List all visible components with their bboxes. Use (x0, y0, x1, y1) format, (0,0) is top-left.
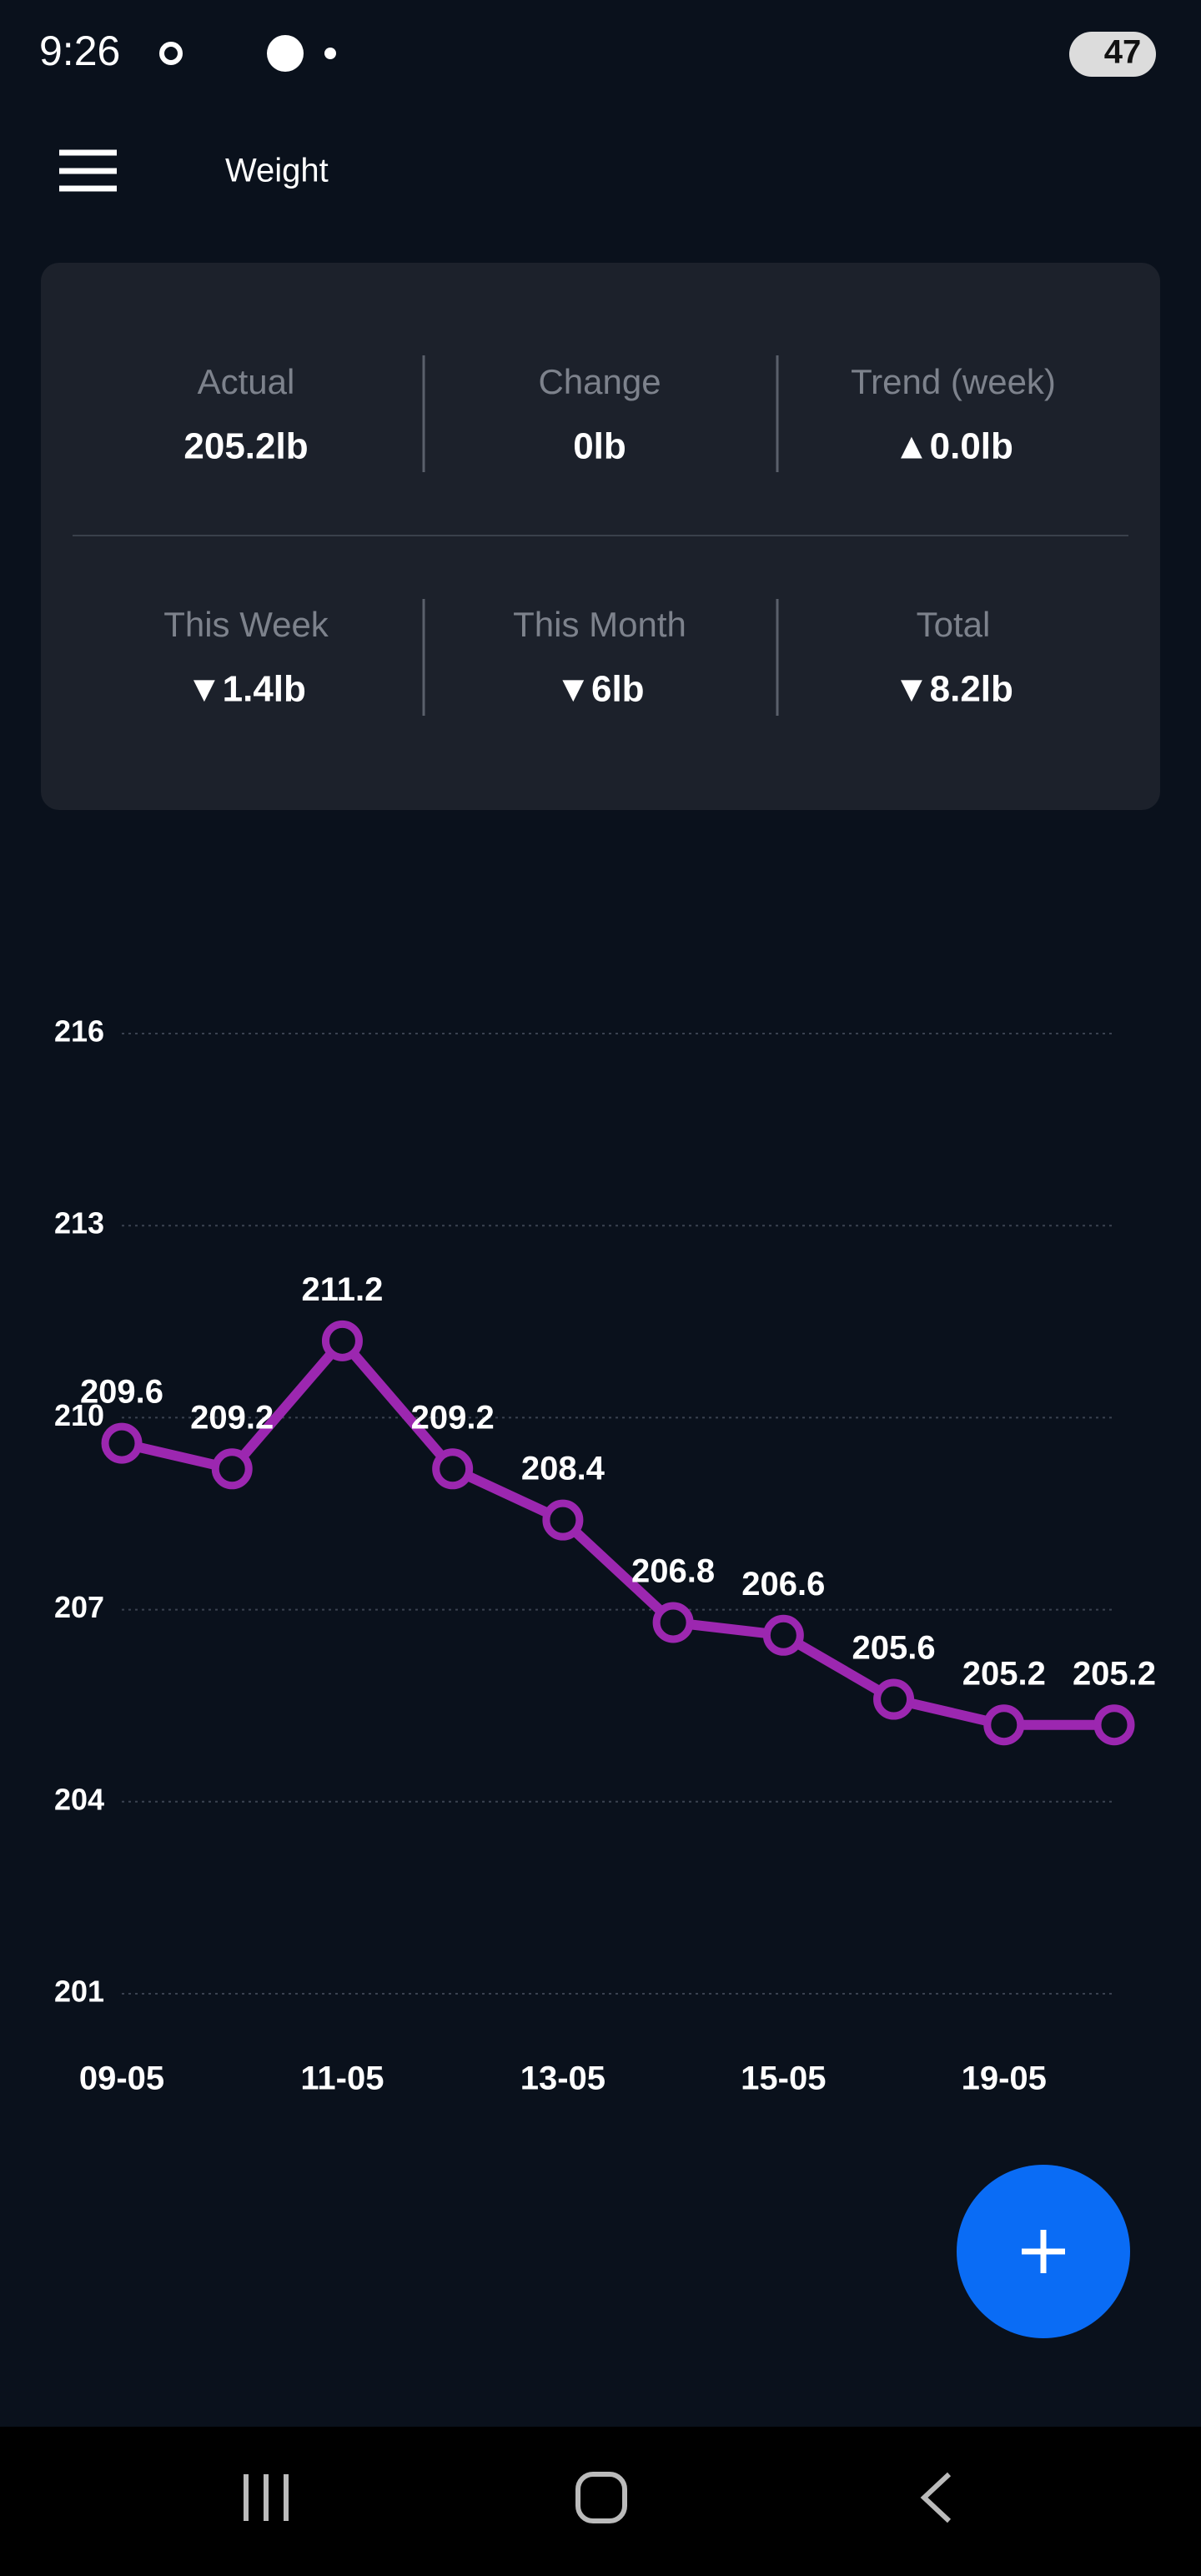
y-tick-label: 201 (54, 1975, 104, 2009)
value-label: 209.2 (411, 1399, 495, 1436)
value-label: 209.6 (80, 1374, 163, 1411)
column-dividers (422, 355, 779, 716)
stat-label: Change (538, 362, 661, 401)
point (101, 1422, 143, 1464)
add-icon (1022, 2230, 1065, 2273)
nav-icons (244, 2472, 952, 2523)
x-tick-label: 19-05 (962, 2060, 1047, 2097)
stat-label: Trend (week) (851, 362, 1056, 401)
point (873, 1678, 915, 1720)
stats: Actual 205.2lb Change 0lb Trend (week) ▲0.0lb… (163, 362, 1056, 710)
value-label: 206.8 (631, 1553, 715, 1590)
stat-value: 0lb (573, 426, 626, 467)
value-label: 205.2 (1073, 1655, 1156, 1692)
value-label: 208.4 (521, 1451, 606, 1487)
value-label: 211.2 (301, 1271, 383, 1308)
y-tick-label: 204 (54, 1782, 104, 1816)
nav-bar (0, 2427, 1201, 2576)
status-time: 9:26 (39, 28, 120, 74)
point (1093, 1704, 1135, 1746)
battery-icon (1069, 32, 1156, 77)
y-tick-label: 210 (54, 1398, 104, 1432)
value-label: 205.2 (962, 1655, 1046, 1692)
stat-label: This Month (513, 605, 686, 644)
x-tick-label: 15-05 (741, 2060, 826, 2097)
status-icons (159, 32, 1156, 77)
recents-button[interactable] (244, 2474, 289, 2521)
value-label: 205.6 (852, 1630, 936, 1667)
voicemail-icon (159, 42, 183, 65)
y-tick-label: 207 (54, 1590, 104, 1624)
battery-level: 47 (1104, 34, 1142, 71)
point (762, 1614, 804, 1656)
stat-value: ▼1.4lb (186, 669, 306, 710)
point (432, 1448, 474, 1490)
stat-label: Total (917, 605, 991, 644)
chart: 201 204 207 210 213 216 09-05 11-05 13-05 15-05 19… (54, 1014, 1156, 2097)
profile-icon (267, 35, 304, 72)
home-button[interactable] (575, 2472, 627, 2523)
back-button[interactable] (920, 2472, 952, 2523)
value-label: 206.6 (741, 1566, 825, 1602)
y-tick-label: 213 (54, 1206, 104, 1240)
dot-icon (324, 48, 336, 59)
x-tick-label: 13-05 (520, 2060, 606, 2097)
stat-value: ▼6lb (555, 669, 644, 710)
stat-label: Actual (198, 362, 295, 401)
point (211, 1448, 253, 1490)
stat-value: 205.2lb (183, 426, 308, 467)
point (652, 1602, 694, 1643)
y-tick-label: 216 (54, 1014, 104, 1049)
point (983, 1704, 1025, 1746)
value-label: 209.2 (190, 1399, 274, 1436)
line (120, 1336, 1114, 1730)
point (542, 1499, 584, 1541)
stat-value: ▲0.0lb (893, 426, 1013, 467)
stat-value: ▼8.2lb (893, 669, 1013, 710)
x-tick-label: 11-05 (300, 2060, 384, 2097)
menu-button[interactable] (59, 149, 117, 192)
point (321, 1320, 363, 1361)
header-title: Weight (225, 153, 329, 189)
x-tick-label: 09-05 (79, 2060, 164, 2097)
stat-label: This Week (163, 605, 329, 644)
